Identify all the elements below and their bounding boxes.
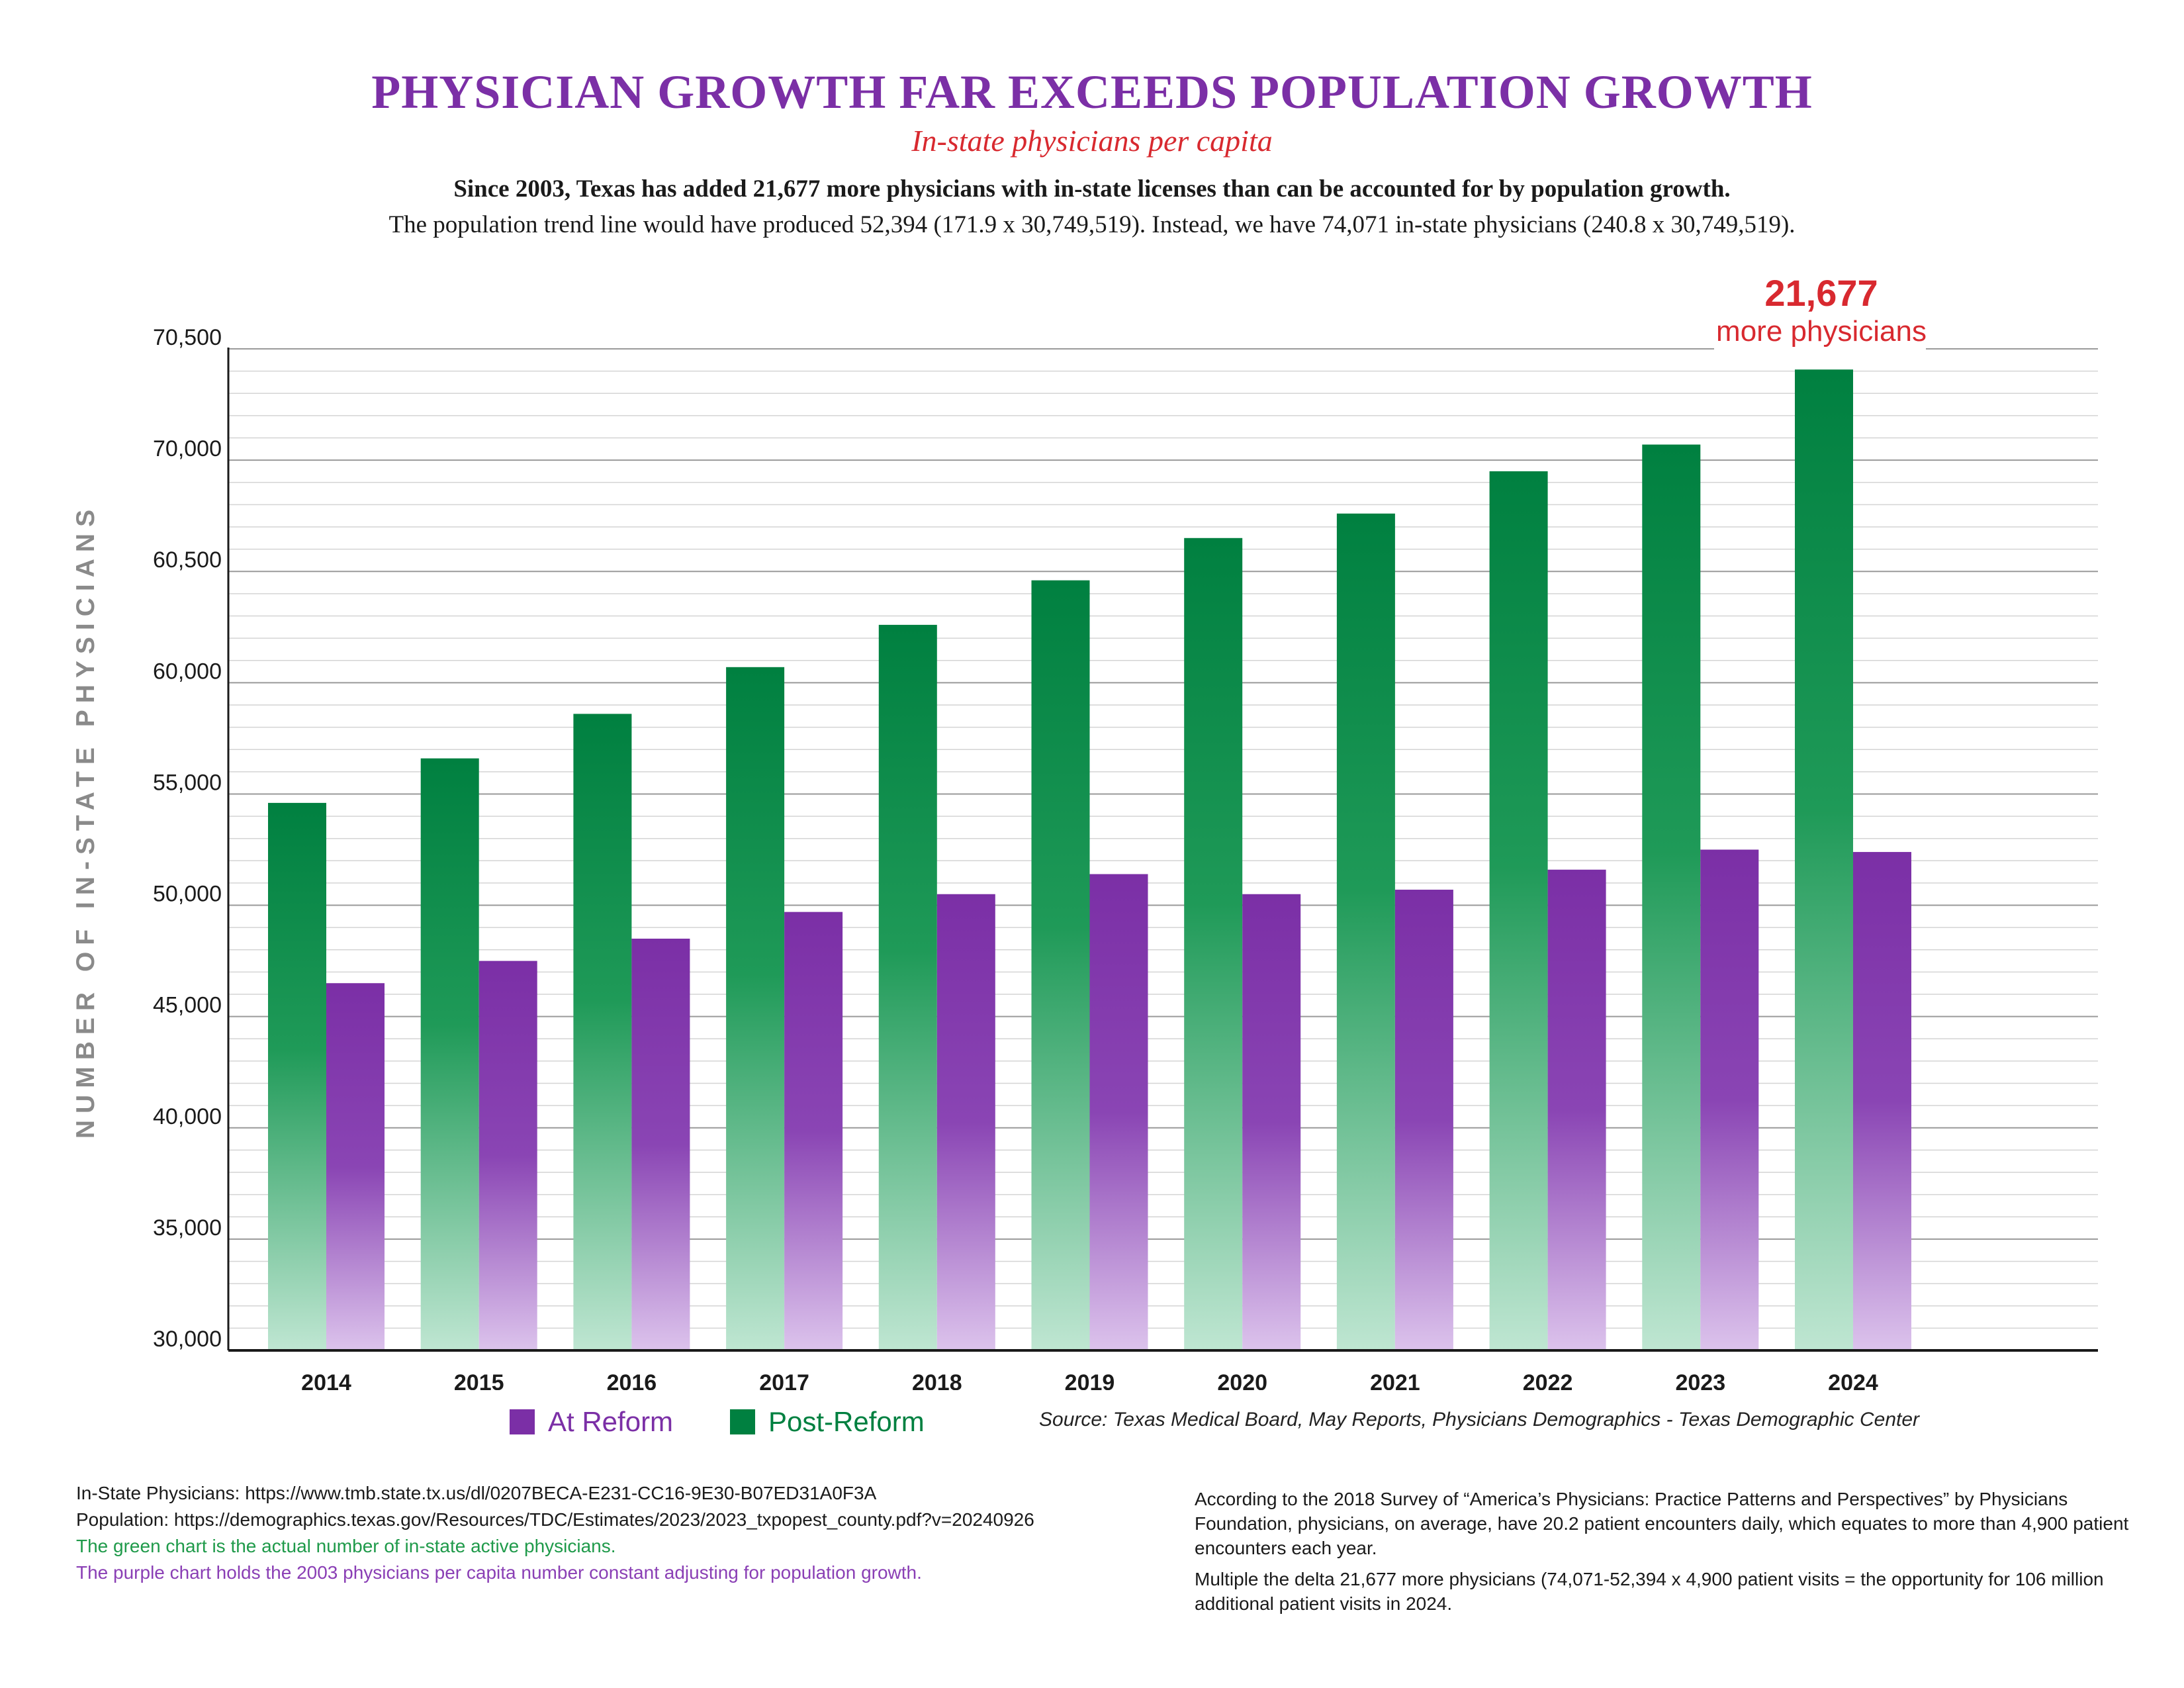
x-tick-label: 2017: [759, 1370, 809, 1390]
y-tick-label: 55,000: [153, 770, 222, 795]
y-tick-label: 70,500: [153, 325, 222, 350]
x-tick-label: 2023: [1675, 1370, 1725, 1390]
y-tick-label: 45,000: [153, 993, 222, 1018]
survey-note: According to the 2018 Survey of “America…: [1195, 1489, 2129, 1558]
annotation-backdrop: [1714, 318, 1926, 357]
gridlines: [228, 348, 2098, 1329]
y-tick-label: 60,500: [153, 547, 222, 573]
legend-at-reform: At Reform: [510, 1402, 673, 1442]
bar-at-reform-2019: [1089, 874, 1148, 1350]
footnotes-left: In-State Physicians: https://www.tmb.sta…: [76, 1480, 1034, 1586]
bar-post-reform-2023: [1642, 444, 1701, 1350]
bar-post-reform-2019: [1031, 580, 1090, 1350]
source-note: Source: Texas Medical Board, May Reports…: [1039, 1409, 1920, 1430]
bar-post-reform-2015: [420, 758, 479, 1350]
bars: [268, 369, 1911, 1351]
bar-chart: 30,000 35,000 40,000 45,000 50,000 55,000 60,0…: [153, 272, 2098, 1390]
legend-swatch-at-reform: [510, 1409, 535, 1434]
bar-post-reform-2014: [268, 802, 326, 1350]
population-source-url: Population: https://demographics.texas.g…: [76, 1509, 1034, 1530]
bar-at-reform-2017: [784, 912, 843, 1350]
bar-post-reform-2021: [1336, 513, 1395, 1350]
bar-at-reform-2015: [478, 961, 537, 1350]
bar-at-reform-2021: [1394, 890, 1453, 1350]
legend-label-post-reform: Post-Reform: [768, 1406, 925, 1437]
purple-chart-note: The purple chart holds the 2003 physicia…: [76, 1562, 922, 1583]
y-tick-label: 60,000: [153, 659, 222, 684]
x-tick-label: 2016: [607, 1370, 657, 1390]
lead-summary: The population trend line would have pro…: [388, 211, 1796, 238]
x-tick-label: 2018: [912, 1370, 962, 1390]
y-tick-label: 50,000: [153, 882, 222, 907]
legend-post-reform: Post-Reform: [730, 1402, 925, 1442]
y-tick-label: 70,000: [153, 436, 222, 461]
bar-at-reform-2024: [1853, 852, 1911, 1350]
y-tick-label: 35,000: [153, 1215, 222, 1241]
bar-at-reform-2018: [936, 894, 995, 1350]
x-tick-label: 2014: [301, 1370, 351, 1390]
bar-post-reform-2016: [573, 714, 632, 1350]
bar-at-reform-2023: [1700, 849, 1759, 1350]
bar-at-reform-2014: [326, 983, 385, 1350]
x-tick-label: 2021: [1370, 1370, 1420, 1390]
x-tick-label: 2020: [1217, 1370, 1267, 1390]
bar-post-reform-2022: [1489, 471, 1548, 1350]
y-axis-ticks: 30,000 35,000 40,000 45,000 50,000 55,000 60,0…: [153, 325, 222, 1352]
annotation-value: 21,677: [1764, 272, 1878, 314]
physicians-source-url: In-State Physicians: https://www.tmb.sta…: [76, 1483, 877, 1503]
bar-post-reform-2020: [1184, 538, 1243, 1351]
x-tick-label: 2024: [1828, 1370, 1878, 1390]
x-axis-labels: 2014 2015 2016 2017 2018 2019 2020 2021 2022 2023…: [301, 1370, 1878, 1390]
y-tick-label: 40,000: [153, 1104, 222, 1129]
bar-post-reform-2018: [878, 624, 937, 1350]
bar-at-reform-2016: [631, 938, 690, 1350]
x-tick-label: 2015: [454, 1370, 504, 1390]
bar-post-reform-2024: [1795, 369, 1853, 1350]
page-subtitle: In-state physicians per capita: [911, 124, 1273, 158]
green-chart-note: The green chart is the actual number of …: [76, 1536, 616, 1556]
x-tick-label: 2022: [1523, 1370, 1573, 1390]
footnotes-right: According to the 2018 Survey of “America…: [1195, 1487, 2134, 1622]
bar-post-reform-2017: [726, 667, 785, 1350]
delta-note: Multiple the delta 21,677 more physician…: [1195, 1569, 2104, 1614]
bar-at-reform-2022: [1547, 869, 1606, 1350]
legend-label-at-reform: At Reform: [548, 1406, 674, 1437]
bar-at-reform-2020: [1242, 894, 1301, 1350]
page-title: PHYSICIAN GROWTH FAR EXCEEDS POPULATION …: [371, 66, 1813, 118]
lead-summary-bold: Since 2003, Texas has added 21,677 more …: [453, 175, 1731, 203]
legend-swatch-post-reform: [730, 1409, 755, 1434]
y-tick-label: 30,000: [153, 1327, 222, 1352]
x-tick-label: 2019: [1065, 1370, 1115, 1390]
annotation-text: more physicians: [1716, 315, 1927, 348]
